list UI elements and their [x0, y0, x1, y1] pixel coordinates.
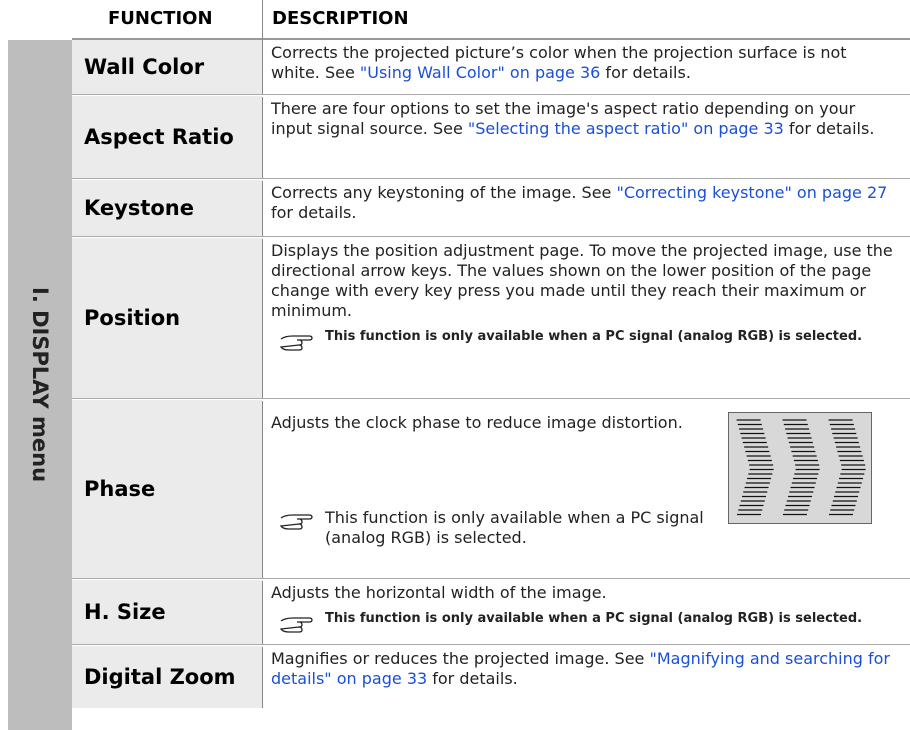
note-icon	[279, 514, 313, 530]
note-text: This function is only available when a P…	[325, 508, 704, 547]
function-cell: Aspect Ratio	[72, 96, 262, 178]
function-cell: Position	[72, 238, 262, 398]
function-cell: Phase	[72, 400, 262, 578]
description-text: Corrects the projected picture’s color w…	[271, 43, 900, 83]
description-cell: Adjusts the horizontal width of the imag…	[263, 580, 908, 644]
text: There are four options to set the image'…	[271, 99, 856, 138]
section-cell: I. DISPLAY menu	[8, 40, 72, 730]
description-text: Corrects any keystoning of the image. Se…	[271, 183, 900, 223]
function-cell: Keystone	[72, 180, 262, 236]
link: "Correcting keystone" on page 27	[616, 183, 888, 202]
row-rule	[72, 644, 910, 647]
row-rule	[72, 398, 910, 401]
row-rule	[72, 236, 910, 239]
description-cell: There are four options to set the image'…	[263, 96, 908, 178]
link: "Using Wall Color" on page 36	[359, 63, 601, 82]
text: Corrects the projected picture’s color w…	[271, 43, 847, 82]
note-text: This function is only available when a P…	[325, 329, 863, 344]
description-text: Displays the position adjustment page. T…	[271, 241, 900, 321]
link: "Magnifying and searching for details" o…	[271, 649, 891, 688]
header-description: DESCRIPTION	[272, 8, 409, 29]
note: This function is only available when a P…	[271, 329, 900, 355]
description-text: Magnifies or reduces the projected image…	[271, 649, 900, 689]
row-rule	[72, 178, 910, 181]
function-cell: Wall Color	[72, 40, 262, 94]
text: Corrects any keystoning of the image. Se…	[271, 183, 617, 202]
text: for details.	[427, 669, 518, 688]
function-cell: Digital Zoom	[72, 646, 262, 708]
description-text: Adjusts the horizontal width of the imag…	[271, 583, 900, 603]
function-cell: H. Size	[72, 580, 262, 644]
description-cell: Corrects any keystoning of the image. Se…	[263, 180, 908, 236]
text: for details.	[271, 203, 357, 222]
text: Adjusts the clock phase to reduce image …	[271, 413, 683, 432]
text: Adjusts the horizontal width of the imag…	[271, 583, 607, 602]
note-text: This function is only available when a P…	[325, 611, 863, 626]
header-rule	[72, 38, 910, 40]
note: This function is only available when a P…	[271, 508, 715, 548]
row-rule	[72, 578, 910, 581]
description-text: There are four options to set the image'…	[271, 99, 900, 139]
column-rule	[262, 0, 263, 708]
description-cell: Corrects the projected picture’s color w…	[263, 40, 908, 94]
text: Magnifies or reduces the projected image…	[271, 649, 650, 668]
header-function: FUNCTION	[108, 8, 213, 29]
text: for details.	[600, 63, 691, 82]
description-cell: Adjusts the clock phase to reduce image …	[263, 400, 723, 578]
text: for details.	[783, 119, 875, 138]
phase-image	[728, 412, 872, 524]
description-cell: Magnifies or reduces the projected image…	[263, 646, 908, 708]
description-cell: Displays the position adjustment page. T…	[263, 238, 908, 398]
row-rule	[72, 94, 910, 97]
description-text: Adjusts the clock phase to reduce image …	[271, 410, 715, 436]
link: "Selecting the aspect ratio" on page 33	[467, 119, 784, 138]
note-icon	[279, 617, 313, 633]
text: Displays the position adjustment page. T…	[271, 241, 893, 320]
note-icon	[279, 335, 313, 351]
note: This function is only available when a P…	[271, 611, 900, 637]
section-label: I. DISPLAY menu	[28, 287, 52, 483]
